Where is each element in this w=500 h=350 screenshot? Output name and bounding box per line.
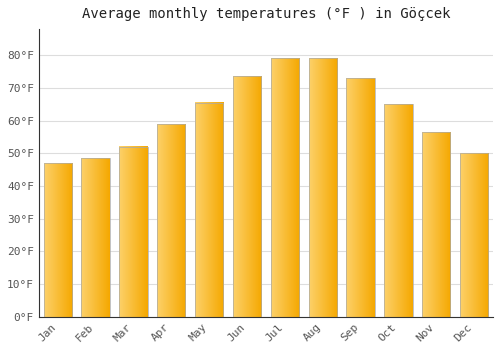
Bar bbox=[233, 76, 261, 317]
Bar bbox=[119, 147, 148, 317]
Bar bbox=[422, 132, 450, 317]
Bar bbox=[44, 163, 72, 317]
Bar bbox=[384, 104, 412, 317]
Title: Average monthly temperatures (°F ) in Göçcek: Average monthly temperatures (°F ) in Gö… bbox=[82, 7, 450, 21]
Bar bbox=[195, 103, 224, 317]
Bar bbox=[308, 58, 337, 317]
Bar bbox=[270, 58, 299, 317]
Bar bbox=[82, 158, 110, 317]
Bar bbox=[346, 78, 375, 317]
Bar bbox=[460, 153, 488, 317]
Bar bbox=[157, 124, 186, 317]
